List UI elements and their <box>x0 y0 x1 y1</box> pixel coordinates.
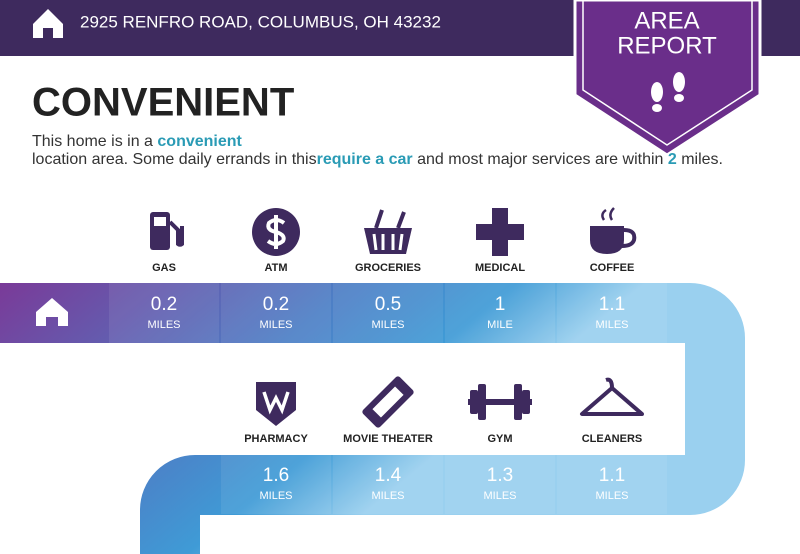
service-name: GYM <box>487 433 512 445</box>
distance: 1.4 <box>375 465 402 486</box>
icon <box>580 377 644 416</box>
badge-line: AREA <box>634 7 699 34</box>
cell <box>221 454 331 514</box>
distance: 1.3 <box>487 465 513 486</box>
cell <box>445 283 555 343</box>
icon <box>601 207 615 221</box>
description-line: This home is in a convenient <box>32 133 243 150</box>
icon <box>374 209 406 229</box>
highlight: convenient <box>157 133 242 150</box>
icon-group <box>150 212 184 250</box>
icon <box>168 220 184 247</box>
distance-unit: MILES <box>595 490 628 502</box>
cell <box>445 454 555 514</box>
icon <box>478 384 486 420</box>
distance-unit: MILES <box>259 319 292 331</box>
distance-unit: MILES <box>483 490 516 502</box>
icon <box>621 228 637 248</box>
badge <box>573 0 762 157</box>
service-name: CLEANERS <box>582 433 643 445</box>
description-text: miles. <box>677 151 723 168</box>
distance-unit: MILES <box>147 319 180 331</box>
icon-group <box>476 208 524 256</box>
icon <box>522 390 530 414</box>
service-name: GAS <box>152 262 176 274</box>
icon-group <box>590 207 637 254</box>
badge-border <box>582 0 753 146</box>
service-name: MOVIE THEATER <box>343 433 433 445</box>
icon <box>514 384 522 420</box>
distance: 1.1 <box>599 465 625 486</box>
description-text: location <box>32 151 92 168</box>
icon-group <box>364 209 412 254</box>
distance-unit: MILES <box>595 319 628 331</box>
icon <box>262 391 290 415</box>
address: 2925 RENFRO ROAD, COLUMBUS, OH 43232 <box>80 12 441 31</box>
description-text: area. Some daily errands in this <box>92 151 317 168</box>
icon <box>468 399 532 405</box>
distance: 1.1 <box>599 294 625 315</box>
cell <box>221 283 331 343</box>
icon-group <box>468 384 532 420</box>
home-icon <box>36 298 68 326</box>
icon <box>372 386 404 418</box>
home-icon <box>33 9 63 38</box>
service-name: COFFEE <box>590 262 635 274</box>
icon-group <box>256 382 296 426</box>
icon <box>266 215 286 249</box>
icon <box>590 226 624 254</box>
cell <box>557 283 667 343</box>
distance: 0.2 <box>151 294 177 315</box>
title: CONVENIENT <box>32 81 294 125</box>
distance: 0.5 <box>375 294 401 315</box>
distance-unit: MILE <box>487 319 513 331</box>
distance-unit: MILES <box>371 319 404 331</box>
footprints <box>651 72 685 112</box>
highlight: 2 <box>668 151 677 168</box>
distance: 1.6 <box>263 465 289 486</box>
icon-group <box>580 377 644 416</box>
distance-unit: MILES <box>259 490 292 502</box>
cell <box>557 454 667 514</box>
cell <box>109 283 219 343</box>
icon <box>364 228 412 254</box>
cell <box>333 283 443 343</box>
service-name: GROCERIES <box>355 262 421 274</box>
service-name: MEDICAL <box>475 262 525 274</box>
icon-group <box>252 208 300 256</box>
service-name: PHARMACY <box>244 433 308 445</box>
cell <box>333 454 443 514</box>
description-line: location area. Some daily errands in thi… <box>32 151 723 168</box>
icon-group <box>362 376 414 428</box>
highlight: require a car <box>317 151 413 168</box>
icon <box>372 233 404 251</box>
route-band <box>0 283 745 554</box>
distance: 1 <box>495 294 506 315</box>
icon <box>476 208 524 256</box>
distance-unit: MILES <box>371 490 404 502</box>
icon <box>154 217 166 226</box>
badge-line: REPORT <box>617 32 717 59</box>
distance: 0.2 <box>263 294 289 315</box>
description-text: This home is in a <box>32 133 157 150</box>
description-text: and most major services are within <box>413 151 668 168</box>
service-name: ATM <box>264 262 287 274</box>
icon <box>470 390 478 414</box>
